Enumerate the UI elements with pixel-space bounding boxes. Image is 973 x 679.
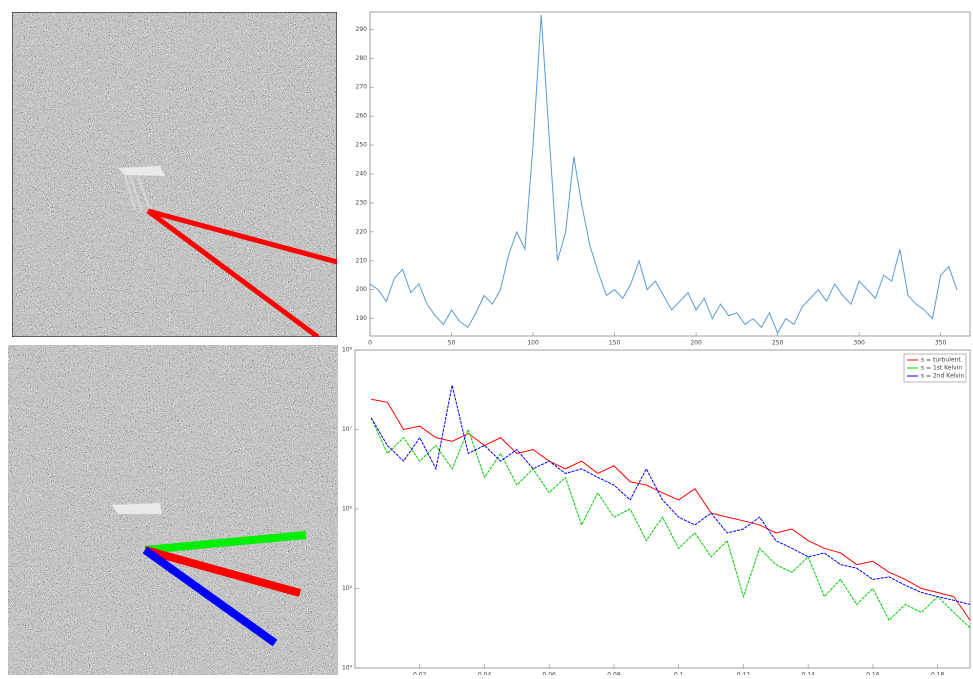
x-tick-label: 0.08 (607, 672, 621, 676)
x-tick-label: 0.04 (478, 672, 492, 676)
x-tick-label: 0.12 (737, 672, 751, 676)
y-tick-label: 10⁴ (342, 665, 353, 672)
y-tick-label: 200 (356, 286, 368, 293)
y-tick-label: 260 (356, 113, 368, 120)
y-tick-label: 10⁷ (342, 426, 353, 433)
y-tick-label: 290 (356, 26, 368, 33)
x-tick-label: 0.1 (674, 672, 684, 676)
y-tick-label: 230 (356, 199, 368, 206)
x-tick-label: 0.02 (413, 672, 427, 676)
data-line (371, 398, 971, 621)
data-line (370, 417, 971, 629)
x-tick-label: 0.06 (543, 672, 557, 676)
y-tick-label: 10⁸ (342, 347, 353, 354)
plot-area (369, 11, 971, 337)
data-line (370, 385, 971, 605)
x-tick-label: 100 (527, 340, 539, 347)
plot-area (354, 349, 971, 669)
x-tick-label: 200 (690, 340, 702, 347)
x-tick-label: 350 (935, 340, 947, 347)
legend-label: s = turbulent (921, 357, 961, 364)
x-tick-label: 0.18 (931, 672, 945, 676)
y-tick-label: 190 (356, 315, 368, 322)
x-tick-label: 0 (368, 340, 372, 347)
y-tick-label: 270 (356, 84, 368, 91)
x-tick-label: 0.16 (866, 672, 880, 676)
sar-image-bottom (8, 345, 338, 675)
x-tick-label: 300 (853, 340, 865, 347)
sar-image-top (12, 12, 337, 337)
data-line (369, 14, 958, 335)
y-tick-label: 10⁶ (342, 506, 353, 513)
y-tick-label: 250 (356, 142, 368, 149)
x-tick-label: 150 (609, 340, 621, 347)
y-tick-label: 10⁵ (342, 585, 353, 592)
legend-label: s = 2nd Kelvin (921, 373, 965, 380)
y-tick-label: 210 (356, 257, 368, 264)
y-tick-label: 240 (356, 171, 368, 178)
x-tick-label: 0.14 (801, 672, 815, 676)
x-tick-label: 50 (448, 340, 456, 347)
y-tick-label: 220 (356, 228, 368, 235)
x-tick-label: 250 (772, 340, 784, 347)
y-tick-label: 280 (356, 55, 368, 62)
legend-label: s = 1st Kelvin (921, 365, 962, 372)
